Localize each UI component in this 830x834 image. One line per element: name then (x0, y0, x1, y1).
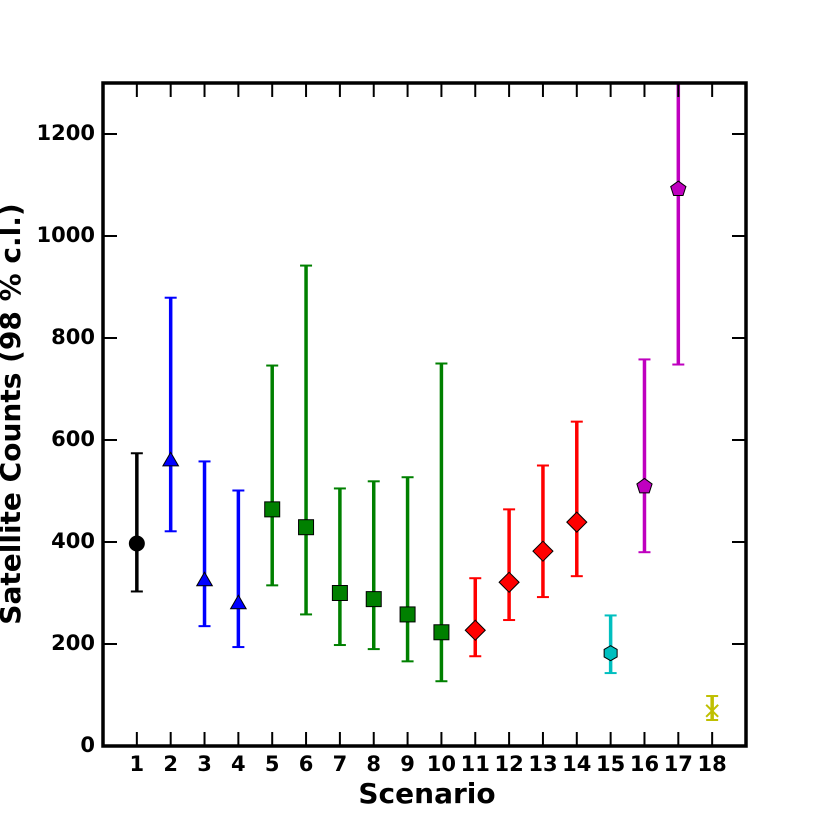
marker (566, 511, 588, 533)
marker (464, 619, 486, 641)
x-tick-label: 1 (130, 752, 145, 776)
marker (162, 451, 180, 467)
marker (298, 519, 315, 536)
y-tick-label: 0 (80, 733, 95, 757)
marker (264, 501, 281, 518)
x-tick-label: 18 (698, 752, 727, 776)
marker (399, 606, 416, 623)
x-axis-label: Scenario (358, 777, 495, 810)
marker (705, 704, 719, 718)
x-tick-label: 4 (231, 752, 246, 776)
x-tick-label: 5 (265, 752, 280, 776)
x-tick-label: 16 (630, 752, 659, 776)
x-tick-label: 9 (400, 752, 415, 776)
x-tick-label: 8 (366, 752, 381, 776)
marker (532, 540, 554, 562)
frame (101, 81, 748, 748)
marker (498, 571, 520, 593)
marker (365, 591, 382, 608)
x-tick-label: 6 (299, 752, 314, 776)
x-tick-label: 3 (197, 752, 212, 776)
y-tick-label: 400 (51, 529, 95, 553)
marker (670, 180, 687, 197)
marker (603, 645, 618, 662)
y-tick-label: 800 (51, 325, 95, 349)
plot-area (128, 83, 719, 721)
x-tick-label: 11 (461, 752, 490, 776)
y-tick-label: 1200 (37, 121, 95, 145)
y-tick-label: 600 (51, 427, 95, 451)
x-tick-label: 14 (562, 752, 591, 776)
x-tick-label: 17 (664, 752, 693, 776)
x-tick-label: 15 (596, 752, 625, 776)
x-tick-label: 12 (494, 752, 523, 776)
y-tick-label: 1000 (37, 223, 95, 247)
marker (433, 624, 450, 641)
y-axis-label: Satellite Counts (98 % c.l.) (0, 203, 27, 624)
marker (128, 535, 145, 552)
marker (195, 571, 214, 587)
y-tick-label: 200 (51, 631, 95, 655)
marker (331, 585, 348, 601)
x-tick-label: 13 (528, 752, 557, 776)
marker (229, 594, 248, 610)
marker (636, 477, 653, 494)
x-tick-label: 7 (333, 752, 348, 776)
x-tick-label: 2 (163, 752, 178, 776)
x-tick-label: 10 (427, 752, 456, 776)
